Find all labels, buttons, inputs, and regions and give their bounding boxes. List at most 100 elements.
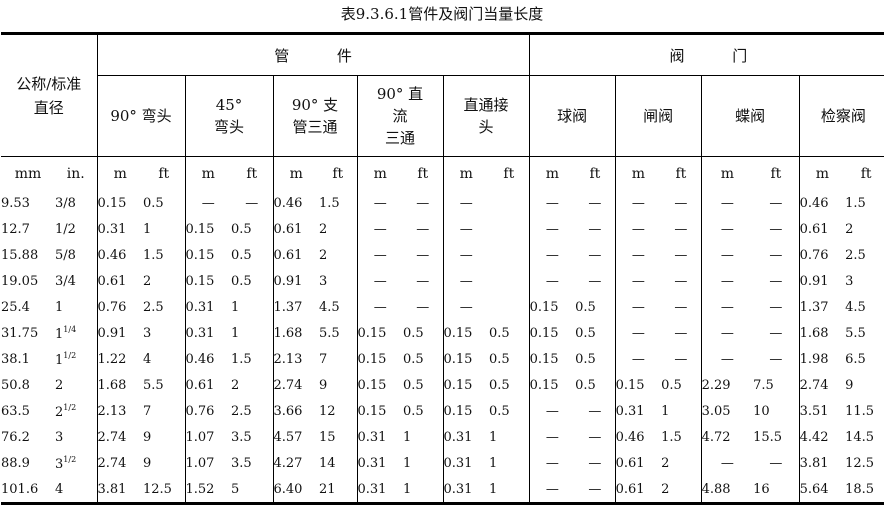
cell-m: 4.57 [272, 424, 319, 450]
cell-ft [489, 216, 529, 242]
cell-m: — [700, 346, 754, 372]
unit-ft: ft [770, 165, 782, 182]
cell-ft: 2 [845, 221, 854, 237]
unit-ft: ft [860, 165, 872, 182]
cell-m: 0.15 [614, 372, 662, 398]
valves-group-header: 阀 门 [528, 33, 884, 76]
fitting-type-header: 90° 弯头 [96, 75, 185, 157]
cell-in: 3/4 [55, 273, 76, 289]
cell-ft: 11.5 [845, 403, 875, 419]
cell-ft: — [674, 273, 688, 289]
cell-m: — [528, 424, 576, 450]
cell-ft: 1.5 [845, 195, 866, 211]
cell-in: 1 [55, 299, 64, 315]
cell-ft: — [674, 195, 688, 211]
cell-in: 4 [55, 481, 64, 497]
cell-ft: 15 [319, 429, 336, 445]
cell-ft: 5.5 [845, 325, 866, 341]
unit-header-row: mm in. m ft m ft m ft m ft m ft m ft m ft m ft m ft [1, 156, 884, 190]
cell-m: — [614, 216, 662, 242]
cell-m: 0.15 [356, 320, 403, 346]
cell-ft: — [674, 351, 688, 367]
cell-ft: 7 [143, 403, 152, 419]
cell-mm: 15.88 [1, 247, 39, 263]
cell-ft: — [769, 351, 783, 367]
fitting-type-header: 闸阀 [614, 75, 702, 157]
unit-ft: ft [675, 165, 687, 182]
cell-m: — [700, 268, 754, 294]
table-row: 25.4 1 0.76 2.5 0.31 1 1.37 4.5— — —0.15 0.5— — — —1.… [1, 294, 884, 320]
cell-ft: 3 [319, 273, 328, 289]
cell-m: 0.76 [184, 398, 231, 424]
cell-m: — [356, 268, 403, 294]
fitting-type-header: 蝶阀 [700, 75, 800, 157]
fitting-type-header: 90° 直 流 三通 [356, 75, 443, 157]
cell-ft: 0.5 [231, 247, 252, 263]
pipe-fittings-group-header: 管 件 [96, 33, 530, 76]
cell-m: — [356, 242, 403, 268]
cell-m: 0.15 [184, 242, 231, 268]
cell-ft: — [416, 195, 430, 211]
cell-m: 1.98 [798, 346, 846, 372]
cell-m: — [528, 268, 576, 294]
unit-m: m [700, 156, 754, 190]
cell-m: — [356, 216, 403, 242]
cell-ft: — [674, 325, 688, 341]
cell-m: 1.68 [272, 320, 319, 346]
cell-m: 5.64 [798, 476, 846, 504]
fitting-type-label: 球阀 [557, 107, 588, 125]
cell-m: 1.22 [96, 346, 143, 372]
table-row: 19.05 3/4 0.61 2 0.15 0.5 0.91 3— — — — — — — — —0.91 3 [1, 268, 884, 294]
cell-m: 3.66 [272, 398, 319, 424]
cell-ft [489, 190, 529, 216]
cell-m: — [442, 216, 489, 242]
cell-m: 1.68 [798, 320, 846, 346]
cell-ft: 0.5 [403, 325, 424, 341]
cell-m: 0.15 [356, 346, 403, 372]
table-row: 88.9 31/2 2.74 9 1.07 3.5 4.27 14 0.31 1 0.31 1— —0.… [1, 450, 884, 476]
cell-in-fraction: 1/4 [63, 324, 77, 334]
cell-m: — [700, 190, 754, 216]
cell-m: 0.46 [798, 190, 846, 216]
table-row: 15.88 5/8 0.46 1.5 0.15 0.5 0.61 2 — — — — — — — — — 0.76… [1, 242, 884, 268]
cell-ft: 7 [319, 351, 328, 367]
cell-m: — [700, 216, 754, 242]
cell-ft: 1.5 [231, 351, 252, 367]
cell-m: 0.61 [96, 268, 143, 294]
cell-ft: 0.5 [575, 325, 596, 341]
cell-m: 0.15 [184, 268, 231, 294]
cell-m: 0.31 [356, 450, 403, 476]
fitting-type-header: 检察阀 [798, 75, 884, 157]
cell-ft: 0.5 [489, 377, 510, 393]
unit-m: m [184, 156, 231, 190]
cell-ft: 5.5 [319, 325, 340, 341]
cell-ft: — [769, 195, 783, 211]
cell-m: 0.31 [442, 424, 489, 450]
cell-ft: — [416, 221, 430, 237]
cell-ft: 0.5 [489, 325, 510, 341]
cell-m: 1.07 [184, 424, 231, 450]
cell-ft: 1.5 [143, 247, 164, 263]
cell-mm: 63.5 [1, 403, 30, 419]
cell-m: 0.31 [184, 320, 231, 346]
table-row: 38.1 11/2 1.22 4 0.46 1.5 2.13 7 0.15 0.5 0.15 0.5 0… [1, 346, 884, 372]
cell-m: 0.15 [528, 346, 576, 372]
cell-ft: 4.5 [319, 299, 340, 315]
cell-m: — [700, 320, 754, 346]
table-body: 9.53 3/8 0.15 0.5— —0.46 1.5— — — — — — — — —0.46 1.5 1… [1, 190, 884, 504]
cell-m: — [614, 294, 662, 320]
cell-m: 0.46 [96, 242, 143, 268]
cell-m: 0.15 [442, 320, 489, 346]
cell-ft: 9 [143, 429, 152, 445]
unit-ft: ft [332, 165, 344, 182]
cell-m: 3.81 [798, 450, 846, 476]
cell-mm: 76.2 [1, 429, 30, 445]
cell-m: — [356, 294, 403, 320]
cell-ft: 16 [753, 481, 770, 497]
cell-ft: 1 [231, 299, 240, 315]
equivalent-length-table: 公称/标准 直径 管 件 阀 门 90° 弯头 45° 弯头 90° 支 管三通 90… [1, 32, 884, 505]
cell-ft: 0.5 [403, 351, 424, 367]
cell-m: 2.13 [272, 346, 319, 372]
cell-ft: 2 [319, 247, 328, 263]
cell-ft: 0.5 [575, 377, 596, 393]
